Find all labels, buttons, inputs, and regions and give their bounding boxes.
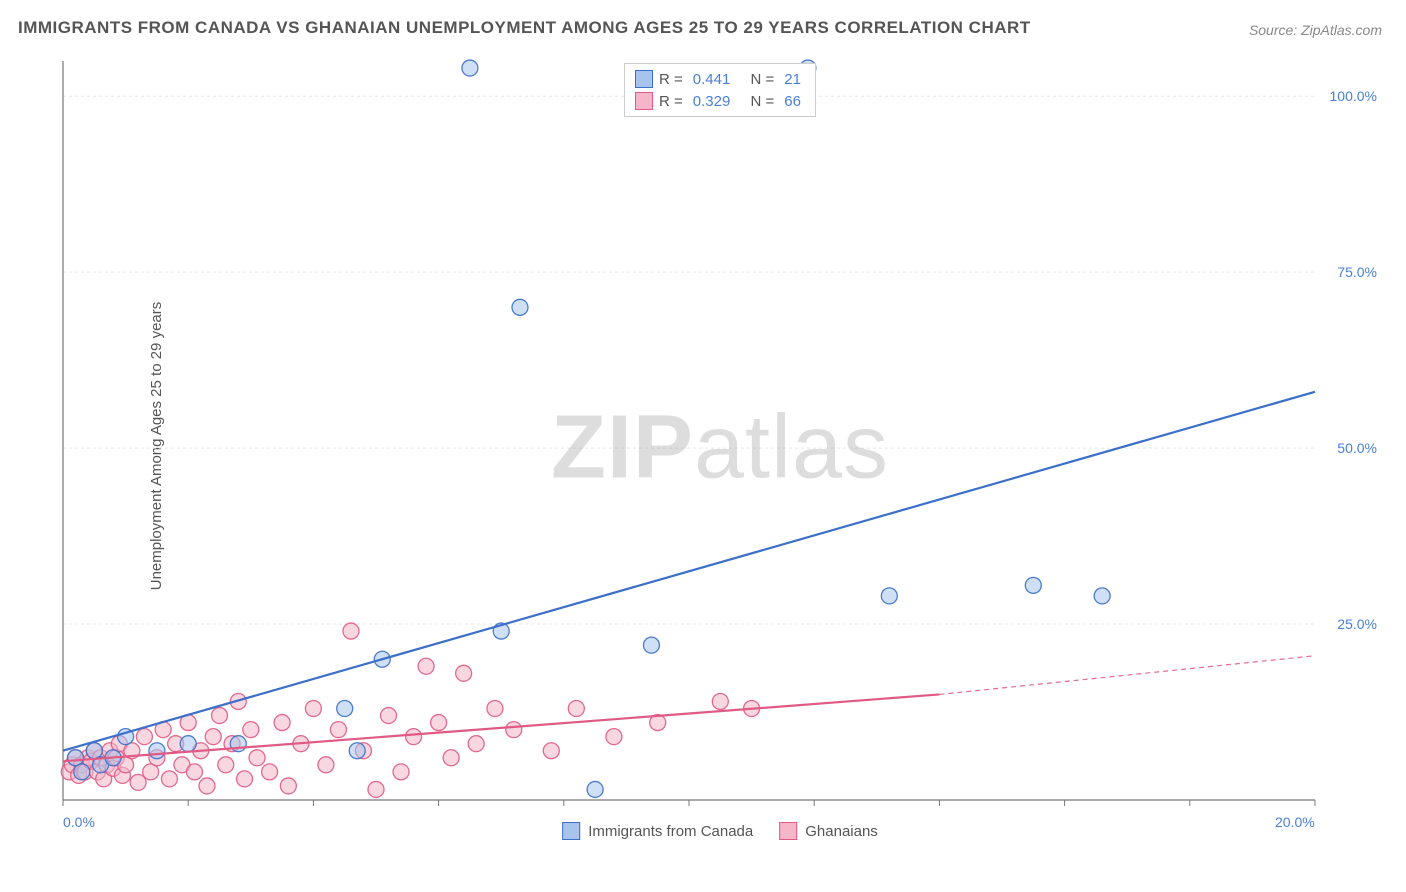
legend-swatch-canada-icon: [562, 822, 580, 840]
legend-r-label: R =: [659, 71, 683, 88]
legend-swatch-ghanaian-icon: [779, 822, 797, 840]
legend-swatch-canada: [635, 70, 653, 88]
chart-title: IMMIGRANTS FROM CANADA VS GHANAIAN UNEMP…: [18, 18, 1031, 38]
legend-item-ghanaian: Ghanaians: [779, 822, 878, 840]
legend-row-canada: R = 0.441 N = 21: [635, 68, 805, 90]
legend-r-value-ghanaian: 0.329: [693, 93, 731, 110]
legend-row-ghanaian: R = 0.329 N = 66: [635, 90, 805, 112]
chart-canvas: [55, 58, 1385, 838]
legend-label-ghanaian: Ghanaians: [805, 823, 878, 840]
x-tick-label: 0.0%: [63, 814, 95, 830]
y-tick-label: 75.0%: [1337, 264, 1377, 280]
legend-r-label: R =: [659, 93, 683, 110]
source-attribution: Source: ZipAtlas.com: [1249, 22, 1382, 38]
legend-r-value-canada: 0.441: [693, 71, 731, 88]
correlation-legend: R = 0.441 N = 21 R = 0.329 N = 66: [624, 63, 816, 117]
legend-item-canada: Immigrants from Canada: [562, 822, 753, 840]
y-tick-label: 25.0%: [1337, 616, 1377, 632]
x-tick-label: 20.0%: [1275, 814, 1315, 830]
legend-swatch-ghanaian: [635, 92, 653, 110]
legend-n-label: N =: [751, 71, 775, 88]
legend-label-canada: Immigrants from Canada: [588, 823, 753, 840]
y-tick-label: 100.0%: [1330, 88, 1377, 104]
y-tick-label: 50.0%: [1337, 440, 1377, 456]
scatter-plot: ZIPatlas R = 0.441 N = 21 R = 0.329 N = …: [55, 58, 1385, 838]
legend-n-value-ghanaian: 66: [784, 93, 801, 110]
series-legend: Immigrants from Canada Ghanaians: [562, 822, 878, 840]
legend-n-label: N =: [751, 93, 775, 110]
legend-n-value-canada: 21: [784, 71, 801, 88]
